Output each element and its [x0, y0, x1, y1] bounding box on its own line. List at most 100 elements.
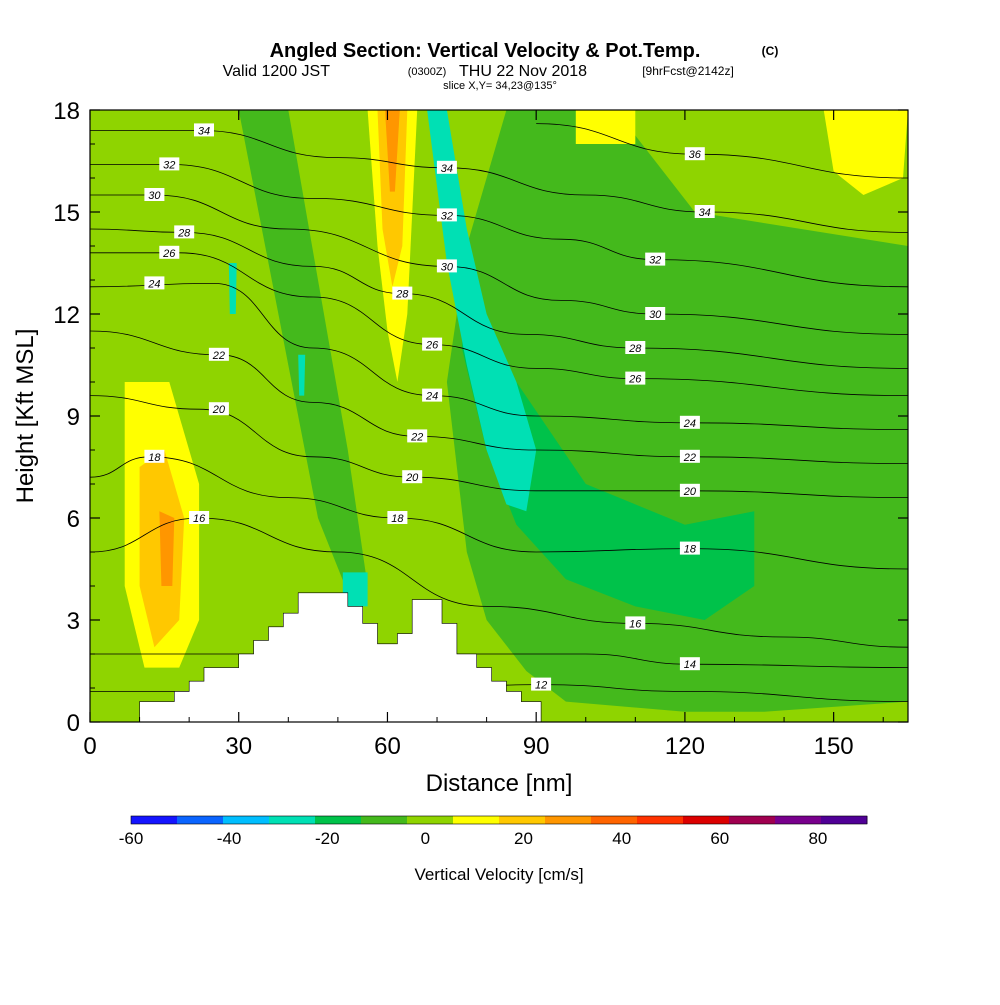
- contour-label-extra-1-text: 32: [163, 159, 175, 171]
- contour-label-extra-6-text: 22: [212, 350, 225, 362]
- plot-area: 1214161820222426283032343634323028262422…: [90, 110, 908, 722]
- contour-labels: 1214161820222426283032343634323028262422…: [144, 123, 715, 692]
- contour-label-extra-5: 24: [144, 276, 165, 290]
- contour-label-extra-10-box: [436, 160, 457, 174]
- contour-label-extra-14-box: [422, 337, 443, 351]
- y-axis-label: Height [Kft MSL]: [12, 329, 39, 504]
- y-tick-label-15: 15: [53, 200, 80, 227]
- colorbar-swatch-12: [683, 816, 730, 824]
- chart-title: Angled Section: Vertical Velocity & Pot.…: [270, 40, 701, 62]
- contour-label-extra-2: 30: [144, 188, 165, 202]
- velocity-region-10: [575, 110, 636, 144]
- contour-label-extra-12: 30: [436, 259, 457, 273]
- contour-label-22-text: 22: [683, 452, 696, 464]
- contour-label-extra-3: 28: [174, 225, 195, 239]
- contour-label-extra-3-text: 28: [177, 227, 191, 239]
- contour-label-18-text: 18: [684, 544, 697, 556]
- contour-label-14: 14: [679, 657, 700, 671]
- contour-label-extra-15: 24: [422, 388, 443, 403]
- contour-label-extra-13-text: 28: [395, 289, 409, 301]
- contour-label-36: 36: [684, 147, 705, 161]
- contour-label-extra-14-text: 26: [425, 340, 439, 352]
- contour-label-extra-18: 18: [387, 511, 408, 525]
- y-tick-label-12: 12: [53, 302, 80, 329]
- contour-label-extra-8: 18: [144, 449, 165, 464]
- velocity-region-1: [461, 280, 755, 620]
- valid-utc: (0300Z): [408, 66, 447, 78]
- contour-label-extra-4: 26: [159, 245, 180, 260]
- contour-label-extra-4-text: 26: [162, 248, 176, 260]
- contour-label-extra-1: 32: [159, 157, 180, 171]
- contour-label-extra-7: 20: [208, 402, 229, 416]
- colorbar-tick-0: -60: [119, 829, 144, 848]
- contour-label-16-text: 16: [629, 618, 642, 630]
- contour-label-extra-11-box: [436, 208, 457, 222]
- colorbar-tick-3: 0: [421, 829, 430, 848]
- contour-label-extra-5-box: [144, 276, 165, 290]
- x-tick-label-30: 30: [225, 733, 252, 760]
- colorbar-frame: [130, 815, 868, 825]
- contour-label-extra-0-text: 34: [198, 125, 210, 137]
- contour-label-14-text: 14: [684, 659, 696, 671]
- contour-label-34-box: [694, 205, 715, 218]
- colorbar-swatch-14: [775, 816, 822, 824]
- contour-label-32-text: 32: [649, 255, 661, 267]
- contour-label-extra-11: 32: [436, 208, 457, 222]
- valid-date: THU 22 Nov 2018: [459, 63, 587, 80]
- velocity-region-14: [342, 572, 368, 607]
- colorbar-ticks: -60 -40 -20 0 20 40 60 80: [119, 829, 828, 848]
- contour-label-30: 30: [645, 307, 666, 321]
- colorbar-tick-6: 60: [710, 829, 729, 848]
- theta-contour-28: [90, 228, 908, 369]
- theta-contour-32: [90, 163, 908, 288]
- contour-label-extra-4-box: [159, 245, 180, 259]
- contour-label-32-box: [645, 252, 666, 266]
- forecast-label: [9hrFcst@2142z]: [642, 64, 734, 78]
- theta-contour-30: [90, 194, 908, 335]
- x-axis-label: Distance [nm]: [426, 770, 573, 797]
- contour-label-extra-15-box: [422, 388, 443, 402]
- contour-label-26: 26: [625, 371, 646, 386]
- x-tick-label-120: 120: [665, 733, 705, 760]
- x-tick-label-150: 150: [814, 733, 854, 760]
- contour-label-22-box: [679, 449, 700, 463]
- contour-label-extra-14: 26: [422, 337, 443, 352]
- colorbar-swatch-4: [315, 816, 362, 824]
- contour-label-extra-17-box: [402, 470, 423, 484]
- contour-label-22: 22: [679, 449, 700, 464]
- contour-label-extra-3-box: [174, 225, 195, 239]
- colorbar-swatch-10: [591, 816, 638, 824]
- contour-label-30-box: [645, 307, 666, 320]
- colorbar-tick-2: -20: [315, 829, 340, 848]
- colorbar-tick-7: 80: [808, 829, 827, 848]
- contour-label-36-box: [684, 147, 705, 161]
- colorbar: [130, 815, 868, 825]
- contour-label-34: 34: [694, 205, 715, 219]
- velocity-region-3: [238, 110, 368, 593]
- x-tick-label-90: 90: [523, 733, 550, 760]
- contour-label-20-text: 20: [683, 486, 697, 498]
- colorbar-swatch-6: [407, 816, 454, 824]
- y-tick-label-18: 18: [53, 98, 80, 125]
- contour-label-extra-5-text: 24: [147, 278, 160, 290]
- y-tick-label-3: 3: [67, 608, 80, 635]
- y-tick-label-9: 9: [67, 404, 80, 431]
- velocity-region-12: [228, 263, 237, 314]
- contour-label-16-box: [625, 616, 646, 630]
- contour-label-extra-16: 22: [407, 429, 428, 443]
- colorbar-swatch-3: [269, 816, 316, 824]
- y-tick-label-0: 0: [67, 710, 80, 737]
- contour-label-32: 32: [645, 252, 666, 267]
- contour-label-14-box: [679, 657, 700, 671]
- contour-label-extra-11-text: 32: [441, 210, 453, 222]
- contour-label-extra-16-box: [407, 429, 428, 443]
- valid-prefix: Valid 1200 JST: [223, 63, 331, 80]
- contour-label-12-box: [531, 677, 552, 691]
- contour-label-extra-16-text: 22: [410, 431, 423, 443]
- contour-label-extra-15-text: 24: [425, 391, 438, 403]
- colorbar-swatch-13: [729, 816, 776, 824]
- contour-label-18: 18: [679, 541, 700, 556]
- colorbar-tick-1: -40: [217, 829, 242, 848]
